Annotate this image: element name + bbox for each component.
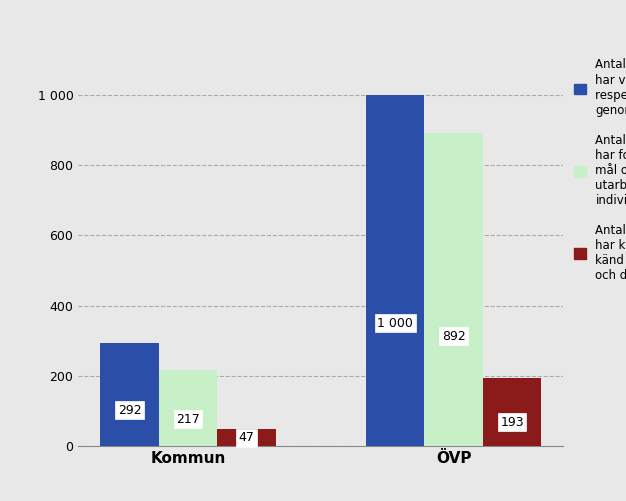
Bar <box>366 95 424 446</box>
Text: 47: 47 <box>239 431 254 444</box>
Bar <box>217 429 275 446</box>
Text: 892: 892 <box>442 330 466 343</box>
Legend: Antal patienter som
har vårdplan
respektive individuell
genomförandeplan, Antal : Antal patienter som har vårdplan respekt… <box>574 58 626 282</box>
Bar <box>483 378 541 446</box>
Text: 1 000: 1 000 <box>377 317 413 330</box>
Bar <box>159 370 217 446</box>
Bar <box>100 344 159 446</box>
Text: 292: 292 <box>118 403 141 416</box>
Text: 193: 193 <box>500 416 524 429</box>
Bar <box>424 133 483 446</box>
Text: 217: 217 <box>176 413 200 426</box>
